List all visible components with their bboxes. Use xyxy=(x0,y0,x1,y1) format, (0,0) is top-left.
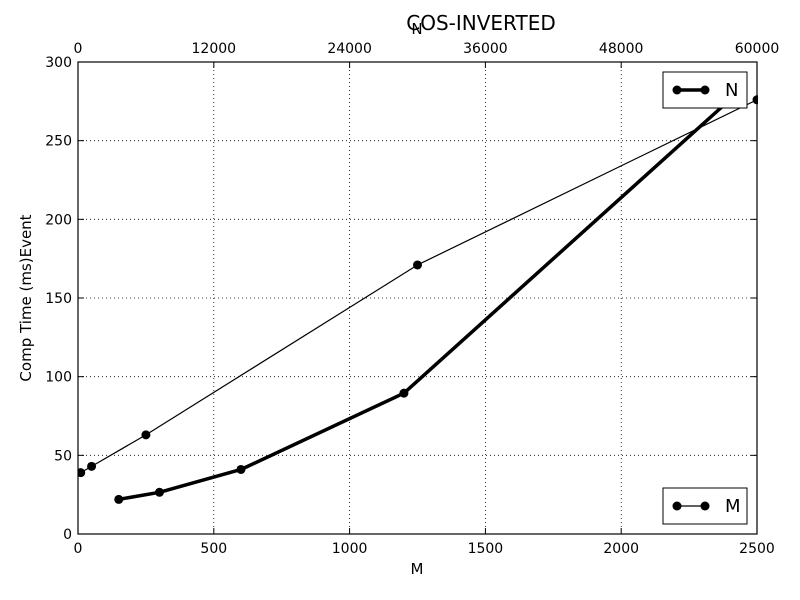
x-axis-label: M xyxy=(411,560,424,578)
legend-m: M xyxy=(662,487,748,525)
x-tick-label: 1000 xyxy=(332,541,368,557)
series-line-m xyxy=(80,99,758,474)
x2-tick-label: 36000 xyxy=(463,41,508,57)
x2-tick-label: 0 xyxy=(74,41,83,57)
x2-tick-label: 24000 xyxy=(327,41,372,57)
legend-marker xyxy=(700,501,710,511)
x-tick-label: 1500 xyxy=(468,541,504,557)
series-m xyxy=(78,95,758,478)
data-point-n xyxy=(399,388,409,398)
legend-marker xyxy=(672,85,682,95)
grid-layer xyxy=(78,62,757,534)
data-point-n xyxy=(114,494,124,504)
x2-tick-label: 48000 xyxy=(599,41,644,57)
data-point-m xyxy=(87,461,97,471)
x-tick-label: 500 xyxy=(200,541,227,557)
x2-tick-label: 12000 xyxy=(192,41,237,57)
labels-layer: COS-INVERTED N M Comp Time (ms)Event xyxy=(17,11,556,578)
x2-tick-label: 60000 xyxy=(735,41,780,57)
y-tick-label: 100 xyxy=(45,370,72,386)
x-tick-label: 2500 xyxy=(739,541,775,557)
y-tick-label: 50 xyxy=(54,448,72,464)
legend-n: N xyxy=(662,71,748,109)
x2-axis-label: N xyxy=(411,20,422,38)
legend-label: M xyxy=(725,496,741,517)
y-tick-label: 250 xyxy=(45,134,72,150)
series-line-n xyxy=(118,98,732,502)
chart-title: COS-INVERTED xyxy=(406,11,556,35)
y-tick-label: 200 xyxy=(45,212,72,228)
legend-marker xyxy=(672,501,682,511)
y-tick-label: 150 xyxy=(45,291,72,307)
series-layer xyxy=(78,95,758,504)
legend-layer: NM xyxy=(662,71,748,525)
data-point-m xyxy=(141,430,151,440)
x-tick-label: 2000 xyxy=(603,541,639,557)
data-point-m xyxy=(413,260,422,270)
plot-frame xyxy=(77,61,758,535)
data-point-m xyxy=(78,468,86,478)
y-tick-label: 0 xyxy=(63,527,72,543)
data-point-n xyxy=(236,464,246,474)
legend-label: N xyxy=(725,80,738,101)
y-tick-label: 300 xyxy=(45,55,72,71)
y-axis-label: Comp Time (ms)Event xyxy=(17,214,35,381)
legend-marker xyxy=(700,85,710,95)
x-tick-label: 0 xyxy=(74,541,83,557)
data-point-n xyxy=(154,487,164,497)
